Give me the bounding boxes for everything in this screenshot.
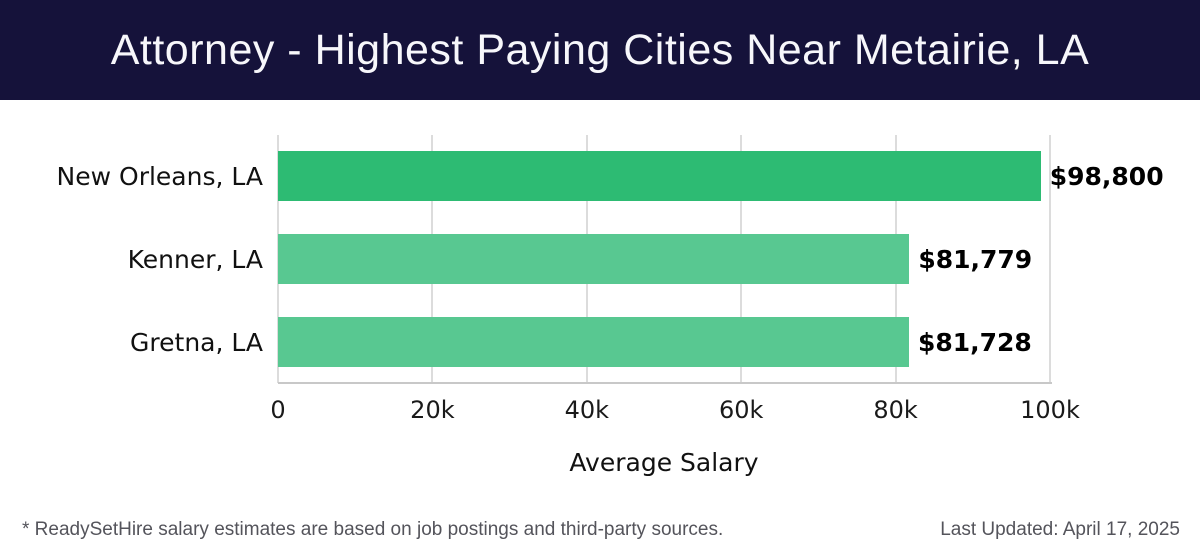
x-axis-line bbox=[278, 382, 1052, 384]
x-tick-label: 40k bbox=[564, 396, 610, 424]
bar bbox=[278, 317, 909, 367]
value-label: $81,728 bbox=[917, 327, 1032, 357]
value-label: $98,800 bbox=[1049, 161, 1164, 191]
footer-note: * ReadySetHire salary estimates are base… bbox=[22, 519, 724, 540]
footer-last-updated: Last Updated: April 17, 2025 bbox=[940, 519, 1180, 540]
x-tick-label: 0 bbox=[270, 396, 286, 424]
x-tick-label: 60k bbox=[718, 396, 764, 424]
x-axis-title: Average Salary bbox=[569, 448, 759, 477]
category-label: Gretna, LA bbox=[130, 327, 263, 357]
value-label: $81,779 bbox=[918, 244, 1033, 274]
chart-header: Attorney - Highest Paying Cities Near Me… bbox=[0, 0, 1200, 100]
bar bbox=[278, 151, 1041, 201]
chart-title: Attorney - Highest Paying Cities Near Me… bbox=[110, 25, 1090, 74]
bar-chart: New Orleans, LA $98,800 Kenner, LA $81,779 G… bbox=[0, 135, 1200, 383]
bar bbox=[278, 234, 910, 284]
bar-row: Gretna, LA $81,728 bbox=[0, 317, 1200, 367]
bar-row: New Orleans, LA $98,800 bbox=[0, 151, 1200, 201]
x-tick-label: 20k bbox=[410, 396, 455, 424]
category-label: Kenner, LA bbox=[127, 244, 263, 274]
category-label: New Orleans, LA bbox=[56, 161, 263, 191]
bar-row: Kenner, LA $81,779 bbox=[0, 234, 1200, 284]
x-tick-label: 100k bbox=[1020, 396, 1080, 424]
gridline bbox=[1049, 135, 1051, 383]
x-tick-label: 80k bbox=[873, 396, 918, 424]
